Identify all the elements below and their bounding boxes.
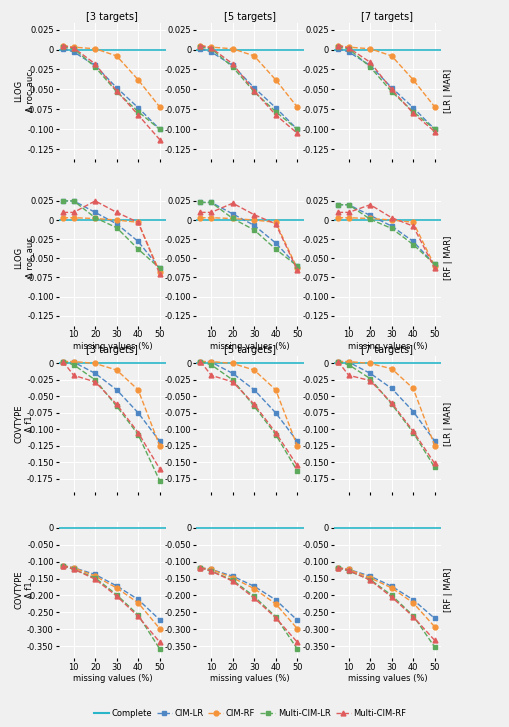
Text: [RF | MAR]: [RF | MAR] — [443, 236, 453, 280]
Y-axis label: COVTYPE
Δ f1: COVTYPE Δ f1 — [15, 571, 34, 609]
X-axis label: missing values (%): missing values (%) — [210, 342, 289, 350]
Text: [LR | MAR]: [LR | MAR] — [443, 401, 453, 446]
X-axis label: missing values (%): missing values (%) — [72, 342, 152, 350]
Title: [3 targets]: [3 targets] — [86, 345, 138, 355]
Y-axis label: COVTYPE
Δ f1: COVTYPE Δ f1 — [15, 404, 34, 443]
Title: [7 targets]: [7 targets] — [361, 345, 413, 355]
Title: [3 targets]: [3 targets] — [86, 12, 138, 23]
X-axis label: missing values (%): missing values (%) — [210, 674, 289, 683]
Y-axis label: LLOG
Δ roc_auc: LLOG Δ roc_auc — [15, 237, 34, 278]
X-axis label: missing values (%): missing values (%) — [347, 342, 427, 350]
X-axis label: missing values (%): missing values (%) — [72, 674, 152, 683]
Legend: Complete, CIM-LR, CIM-RF, Multi-CIM-LR, Multi-CIM-RF: Complete, CIM-LR, CIM-RF, Multi-CIM-LR, … — [90, 706, 409, 721]
Text: [RF | MAR]: [RF | MAR] — [443, 568, 453, 612]
Title: [5 targets]: [5 targets] — [223, 12, 275, 23]
Title: [5 targets]: [5 targets] — [223, 345, 275, 355]
X-axis label: missing values (%): missing values (%) — [347, 674, 427, 683]
Text: [LR | MAR]: [LR | MAR] — [443, 69, 453, 113]
Title: [7 targets]: [7 targets] — [361, 12, 413, 23]
Y-axis label: LLOG
Δ roc_auc: LLOG Δ roc_auc — [15, 71, 34, 112]
